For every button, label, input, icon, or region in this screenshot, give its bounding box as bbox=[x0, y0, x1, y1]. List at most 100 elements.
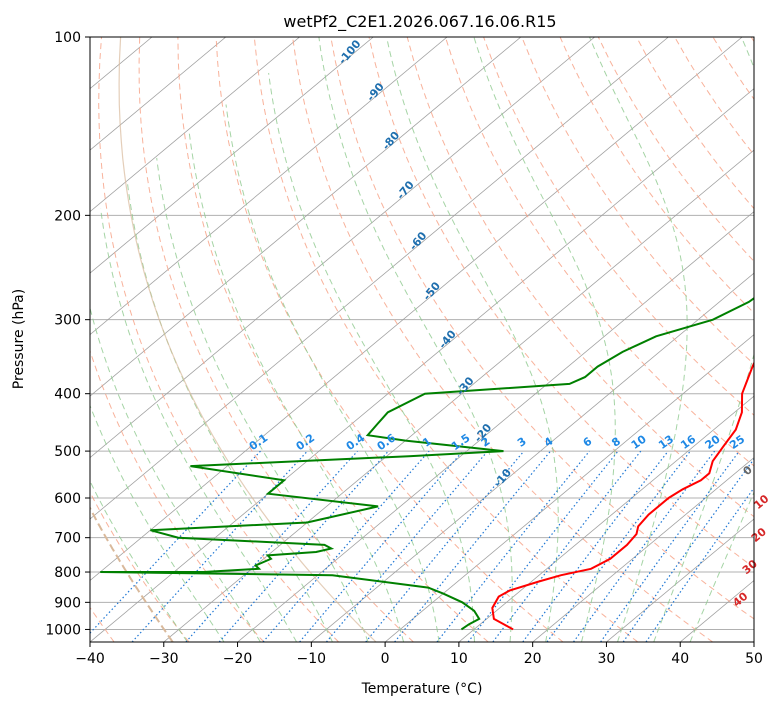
dry-adiabat-line bbox=[674, 37, 754, 156]
y-tick-label: 300 bbox=[54, 313, 81, 329]
mixing-ratio-label: 0.2 bbox=[294, 431, 317, 453]
y-tick-label: 700 bbox=[54, 531, 81, 547]
isotherm-line bbox=[384, 334, 754, 642]
moist-adiabat-line bbox=[318, 37, 513, 642]
mixing-ratio-line bbox=[218, 450, 389, 642]
moist-adiabat-line bbox=[126, 180, 333, 642]
dry-adiabat-line bbox=[98, 37, 339, 642]
moist-adiabat-label: 40 bbox=[730, 589, 750, 609]
mixing-ratio-label: 0.1 bbox=[247, 431, 270, 453]
dry-adiabat-line bbox=[138, 37, 414, 642]
dry-adiabat-line bbox=[750, 37, 754, 43]
x-axis-label: Temperature (°C) bbox=[361, 681, 483, 697]
plot-area bbox=[0, 37, 754, 642]
y-tick-label: 500 bbox=[54, 444, 81, 460]
temperature-profile-line bbox=[491, 361, 754, 631]
isotherm-line bbox=[90, 37, 595, 459]
chart-title: wetPf2_C2E1.2026.067.16.06.R15 bbox=[283, 12, 556, 32]
mixing-ratio-label: 13 bbox=[656, 433, 676, 452]
isotherm-line bbox=[606, 518, 754, 642]
dry-adiabat-line bbox=[368, 37, 754, 569]
x-tick-label: 30 bbox=[598, 651, 616, 667]
plot-frame bbox=[89, 36, 755, 643]
x-tick-label: 20 bbox=[524, 651, 542, 667]
mixing-ratio-label: 0.4 bbox=[344, 431, 368, 453]
moist-adiabat-line bbox=[100, 208, 298, 642]
moist-adiabat-label: 20 bbox=[749, 525, 769, 545]
dry-adiabat-line bbox=[330, 37, 754, 620]
dry-adiabat-label: -90 bbox=[364, 80, 387, 104]
mixing-ratio-line bbox=[325, 450, 489, 642]
mixing-ratio-line bbox=[394, 450, 552, 642]
x-tick-label: 10 bbox=[450, 651, 468, 667]
dewpoint-profile-line bbox=[100, 297, 754, 631]
x-tick-label: 50 bbox=[745, 651, 763, 667]
isotherm-line bbox=[90, 37, 300, 213]
mixing-ratio-line bbox=[185, 450, 358, 642]
mixing-ratio-label: 20 bbox=[703, 432, 723, 452]
isotherm-line bbox=[163, 149, 754, 642]
isotherm-line bbox=[90, 37, 448, 336]
dry-adiabat-line bbox=[90, 491, 190, 642]
isotherm-line bbox=[90, 37, 522, 397]
isotherm-line bbox=[90, 37, 374, 274]
mixing-ratio-line bbox=[600, 450, 740, 642]
mixing-ratio-line bbox=[90, 450, 261, 635]
dry-adiabat-line bbox=[215, 37, 564, 642]
dry-adiabat-line bbox=[712, 37, 754, 101]
mixing-ratio-line bbox=[645, 486, 754, 642]
mixing-ratio-line bbox=[522, 450, 669, 642]
isotherm-line bbox=[90, 37, 669, 520]
y-tick-label: 100 bbox=[54, 30, 81, 46]
x-tick-label: −10 bbox=[297, 651, 327, 667]
isotherm-line bbox=[90, 37, 227, 151]
moist-adiabat-line bbox=[589, 37, 688, 642]
moist-adiabat-line bbox=[473, 37, 616, 642]
y-tick-label: 900 bbox=[54, 595, 81, 611]
isoline-labels: -100-90-80-70-60-50-40-30-20-100.1 0.2 0.4… bbox=[247, 37, 772, 609]
dry-adiabat-line bbox=[559, 37, 754, 314]
x-tick-label: 40 bbox=[671, 651, 689, 667]
moist-adiabat-line bbox=[268, 72, 475, 642]
mixing-ratio-label: 1.5 bbox=[449, 431, 472, 453]
dry-adiabat-label: -30 bbox=[454, 374, 477, 398]
moist-adiabat-line bbox=[156, 157, 369, 642]
mixing-ratio-label: 16 bbox=[678, 432, 698, 452]
dry-adiabat-label: -60 bbox=[407, 229, 430, 253]
dry-adiabat-line bbox=[444, 37, 754, 467]
x-tick-label: −20 bbox=[223, 651, 253, 667]
dry-adiabat-line bbox=[90, 349, 265, 642]
x-tick-label: −40 bbox=[75, 651, 105, 667]
mixing-ratio-label: 4 bbox=[542, 435, 556, 450]
isotherm-line bbox=[458, 395, 754, 642]
moist-adiabat-line bbox=[653, 37, 754, 642]
y-tick-label: 200 bbox=[54, 208, 81, 224]
mixing-ratio-label: 10 bbox=[629, 432, 649, 452]
moist-adiabat-line bbox=[90, 404, 225, 642]
dry-adiabat-line bbox=[292, 37, 713, 642]
moist-adiabat-line bbox=[689, 490, 754, 642]
dry-adiabat-label: -70 bbox=[394, 178, 417, 202]
y-tick-label: 600 bbox=[54, 491, 81, 507]
isotherm-line bbox=[90, 37, 743, 582]
isotherm-line bbox=[532, 457, 754, 642]
dry-adiabat-line bbox=[253, 37, 639, 642]
axes: −40 −30 −20 −10 0 10 20 30 40 5010020030040050060… bbox=[45, 30, 763, 667]
isotherm-line bbox=[237, 211, 754, 642]
moist-adiabat-line bbox=[386, 37, 559, 642]
moist-adiabat-label: 30 bbox=[740, 557, 760, 577]
moist-adiabat-line bbox=[188, 132, 405, 642]
mixing-ratio-label: 8 bbox=[609, 435, 623, 450]
y-tick-label: 400 bbox=[54, 387, 81, 403]
dry-adiabat-label: -100 bbox=[336, 37, 364, 67]
isotherm-line bbox=[311, 272, 754, 642]
dry-adiabat-line bbox=[406, 37, 754, 518]
isotherm-line bbox=[0, 37, 4, 642]
dry-adiabat-label: -40 bbox=[436, 327, 459, 351]
dry-adiabat-line bbox=[521, 37, 754, 365]
isotherm-line bbox=[90, 88, 754, 642]
mixing-ratio-line bbox=[467, 450, 619, 642]
dry-adiabat-label: -80 bbox=[380, 129, 403, 153]
moist-adiabat-line bbox=[225, 104, 440, 642]
